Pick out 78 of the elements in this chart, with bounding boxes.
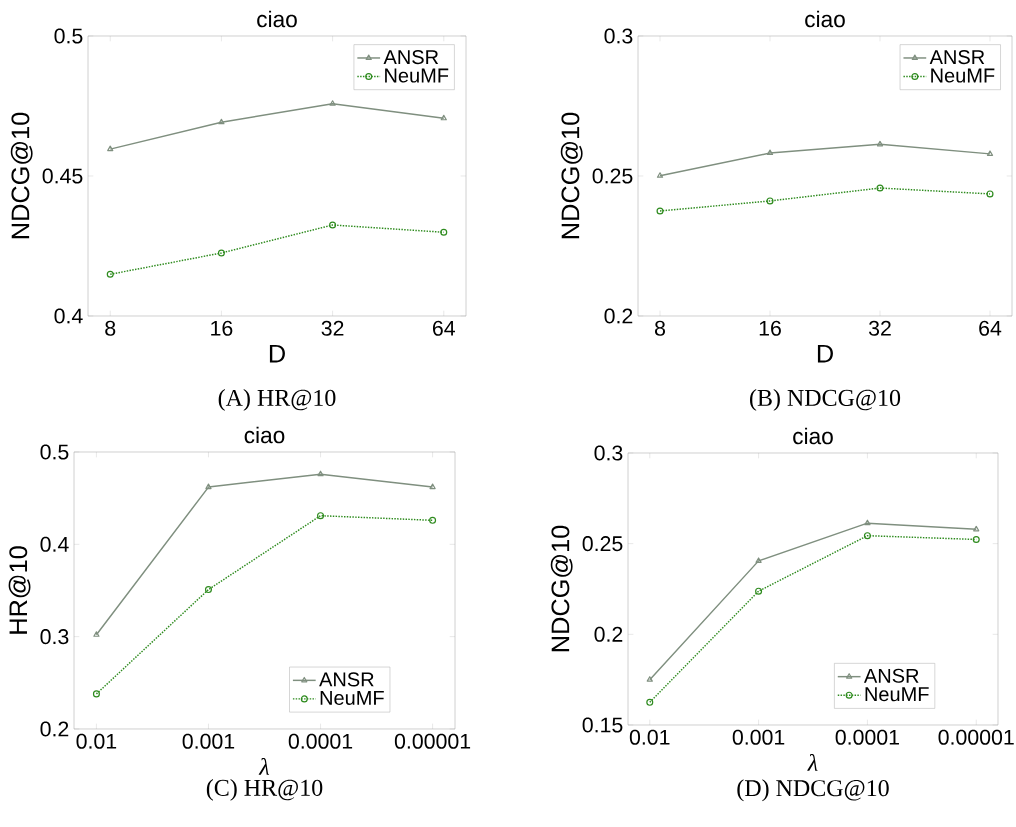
y-axis-title: NDCG@10 xyxy=(10,112,33,239)
chart-title: ciao xyxy=(793,427,833,445)
point xyxy=(972,535,980,544)
point xyxy=(329,100,336,106)
x-tick-label: 32 xyxy=(321,320,344,336)
y-tick-label: 0.25 xyxy=(582,536,623,552)
point xyxy=(876,184,884,192)
y-tick-label: 0.3 xyxy=(594,445,623,461)
point xyxy=(766,149,774,156)
y-tick-label: 0.3 xyxy=(604,28,633,44)
text: (A) HR@10 xyxy=(218,389,336,411)
legend-label: NeuMF xyxy=(865,687,929,702)
y-tick-label: 0.2 xyxy=(594,626,623,642)
point xyxy=(218,118,225,125)
point xyxy=(106,270,114,278)
x-tick-label: 64 xyxy=(979,320,1002,336)
point xyxy=(329,221,337,229)
point xyxy=(317,512,325,520)
x-tick-label: 32 xyxy=(868,320,891,336)
point xyxy=(755,557,762,563)
legend-label: ANSR xyxy=(863,668,919,683)
point xyxy=(317,470,324,477)
x-tick-label: 64 xyxy=(432,320,455,336)
legend-label: ANSR xyxy=(383,49,439,65)
chart-title: ciao xyxy=(257,10,297,28)
point xyxy=(864,519,871,526)
point xyxy=(217,249,225,257)
y-tick-label: 0.4 xyxy=(40,536,69,552)
chart-title: ciao xyxy=(244,426,285,444)
y-tick-label: 0.2 xyxy=(604,308,633,324)
point xyxy=(755,587,763,595)
point xyxy=(205,483,212,490)
x-tick-label: 0.0001 xyxy=(835,729,899,745)
y-tick-label: 0.3 xyxy=(40,629,69,645)
x-tick-label: 8 xyxy=(105,320,116,336)
x-tick-label: 0.001 xyxy=(732,729,785,745)
x-tick-label: 16 xyxy=(759,320,781,336)
y-tick-label: 0.5 xyxy=(54,28,83,44)
legend-label: ANSR xyxy=(929,49,985,65)
text: (C) HR@10 xyxy=(206,779,323,801)
point xyxy=(656,207,664,215)
legend-label: ANSR xyxy=(319,672,374,687)
x-axis-title: D xyxy=(269,344,285,363)
point xyxy=(92,690,100,698)
point xyxy=(646,698,654,706)
x-tick-label: 0.00001 xyxy=(938,729,1014,745)
text: (D) NDCG@10 xyxy=(737,779,889,802)
x-tick-label: 8 xyxy=(655,320,666,336)
y-tick-label: 0.5 xyxy=(40,444,69,460)
x-tick-label: 0.01 xyxy=(629,729,670,745)
x-axis-title: D xyxy=(817,344,833,363)
point xyxy=(863,532,871,540)
point xyxy=(986,190,994,198)
x-tick-label: 0.0001 xyxy=(288,733,353,749)
point xyxy=(429,516,437,524)
point xyxy=(876,140,884,147)
x-axis-title: λ xyxy=(807,753,818,771)
x-axis-title: λ xyxy=(258,757,270,775)
y-tick-label: 0.25 xyxy=(592,168,633,184)
point xyxy=(766,197,774,205)
legend-label: NeuMF xyxy=(320,691,384,705)
legend-label: NeuMF xyxy=(931,68,995,83)
x-tick-label: 0.01 xyxy=(76,733,117,749)
y-tick-label: 0.45 xyxy=(42,168,83,184)
y-axis-title: NDCG@10 xyxy=(550,525,573,652)
y-axis-title: HR@10 xyxy=(8,546,31,634)
text: (B) NDCG@10 xyxy=(750,389,901,411)
y-tick-label: 0.4 xyxy=(54,308,83,324)
legend-label: NeuMF xyxy=(385,68,449,83)
y-tick-label: 0.2 xyxy=(40,721,69,737)
point xyxy=(440,228,448,236)
y-tick-label: 0.15 xyxy=(582,717,623,733)
point xyxy=(204,586,213,594)
x-tick-label: 0.001 xyxy=(182,733,235,749)
y-axis-title: NDCG@10 xyxy=(560,112,583,239)
x-tick-label: 0.00001 xyxy=(394,733,471,749)
chart-title: ciao xyxy=(805,10,845,28)
x-tick-label: 16 xyxy=(211,320,233,336)
